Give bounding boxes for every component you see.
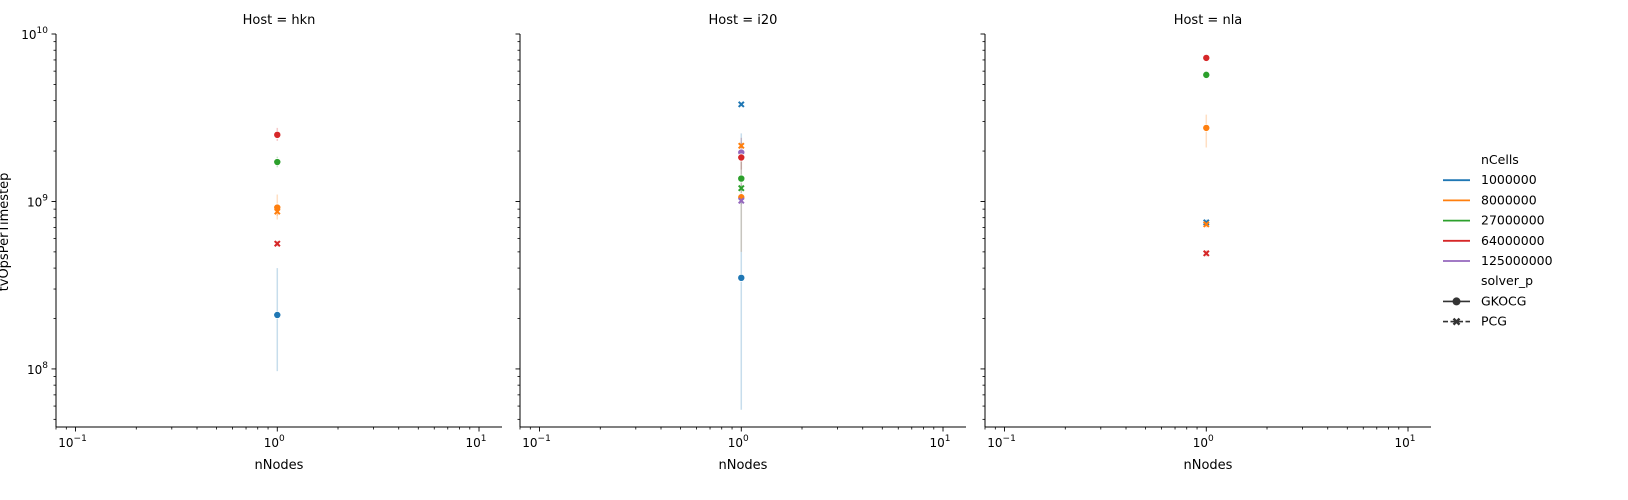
data-point-pcg — [273, 240, 281, 247]
legend-entry-label: 64000000 — [1481, 233, 1545, 248]
x-tick-exponent: −1 — [1003, 434, 1016, 444]
legend-title-ncells: nCells — [1481, 152, 1519, 167]
point-stroke — [1202, 250, 1210, 257]
x-tick-exponent: 0 — [279, 434, 285, 444]
y-tick-label: 1010 — [21, 26, 48, 42]
x-axis-label: nNodes — [1184, 458, 1233, 473]
x-tick-exponent: 0 — [743, 434, 749, 444]
legend-entry-label: PCG — [1481, 314, 1507, 329]
y-tick-exponent: 8 — [42, 361, 48, 371]
point-stroke — [737, 142, 745, 150]
x-tick-exponent: 1 — [1410, 434, 1416, 444]
legend-entry-label: 8000000 — [1481, 192, 1537, 207]
legend-marker-x — [1452, 317, 1461, 326]
data-point-pcg — [1202, 250, 1210, 257]
data-point-gkocg — [1202, 123, 1211, 132]
point-stroke — [1202, 219, 1210, 226]
legend-marker-circle — [1452, 297, 1461, 306]
panel-title: Host = nla — [1174, 13, 1243, 28]
legend-title-solver: solver_p — [1481, 273, 1533, 288]
x-tick-exponent: −1 — [74, 434, 87, 444]
x-tick-label: 10−1 — [58, 434, 87, 450]
y-axis-label: tvOpsPerTimestep — [0, 173, 12, 292]
data-point-gkocg — [273, 158, 282, 167]
y-tick-exponent: 10 — [37, 26, 49, 36]
x-tick-label: 101 — [466, 434, 487, 450]
x-tick-exponent: 1 — [945, 434, 951, 444]
point-stroke — [273, 208, 281, 215]
x-tick-exponent: 0 — [1208, 434, 1214, 444]
data-point-pcg — [737, 184, 745, 192]
panel-title: Host = i20 — [709, 13, 778, 28]
x-tick-exponent: 1 — [481, 434, 487, 444]
data-point-gkocg — [1202, 53, 1211, 62]
x-tick-label: 10−1 — [522, 434, 551, 450]
legend: nCells 1000000 8000000 27000000 64000000 1250… — [1443, 152, 1553, 329]
data-point-pcg — [737, 101, 745, 108]
point-stroke — [737, 101, 745, 108]
data-point-pcg — [737, 197, 745, 205]
data-point-gkocg — [737, 273, 746, 282]
x-tick-label: 10−1 — [987, 434, 1016, 450]
data-point-pcg — [1202, 221, 1210, 228]
legend-entry-label: 27000000 — [1481, 213, 1545, 228]
point-stroke — [273, 240, 281, 247]
x-tick-label: 100 — [264, 434, 285, 450]
data-point-gkocg — [737, 153, 746, 162]
point-stroke — [737, 197, 745, 205]
y-tick-label: 108 — [27, 361, 48, 377]
y-tick-label: 109 — [27, 193, 48, 209]
panel-title: Host = hkn — [243, 13, 316, 28]
legend-entry-label: 1000000 — [1481, 172, 1537, 187]
data-point-gkocg — [273, 310, 282, 319]
data-point-pcg — [737, 142, 745, 150]
x-axis-label: nNodes — [719, 458, 768, 473]
x-tick-label: 100 — [728, 434, 749, 450]
legend-entry-label: 125000000 — [1481, 253, 1553, 268]
data-point-gkocg — [1202, 70, 1211, 79]
point-stroke — [737, 184, 745, 192]
data-point-gkocg — [273, 130, 282, 139]
x-tick-label: 100 — [1193, 434, 1214, 450]
x-tick-label: 101 — [1395, 434, 1416, 450]
point-stroke — [1202, 221, 1210, 228]
x-tick-exponent: −1 — [538, 434, 551, 444]
data-point-pcg — [1202, 219, 1210, 226]
legend-entry-label: GKOCG — [1481, 293, 1526, 308]
y-tick-exponent: 9 — [42, 193, 48, 203]
data-point-pcg — [273, 208, 281, 215]
x-axis-label: nNodes — [255, 458, 304, 473]
data-point-gkocg — [737, 174, 746, 183]
x-tick-label: 101 — [930, 434, 951, 450]
